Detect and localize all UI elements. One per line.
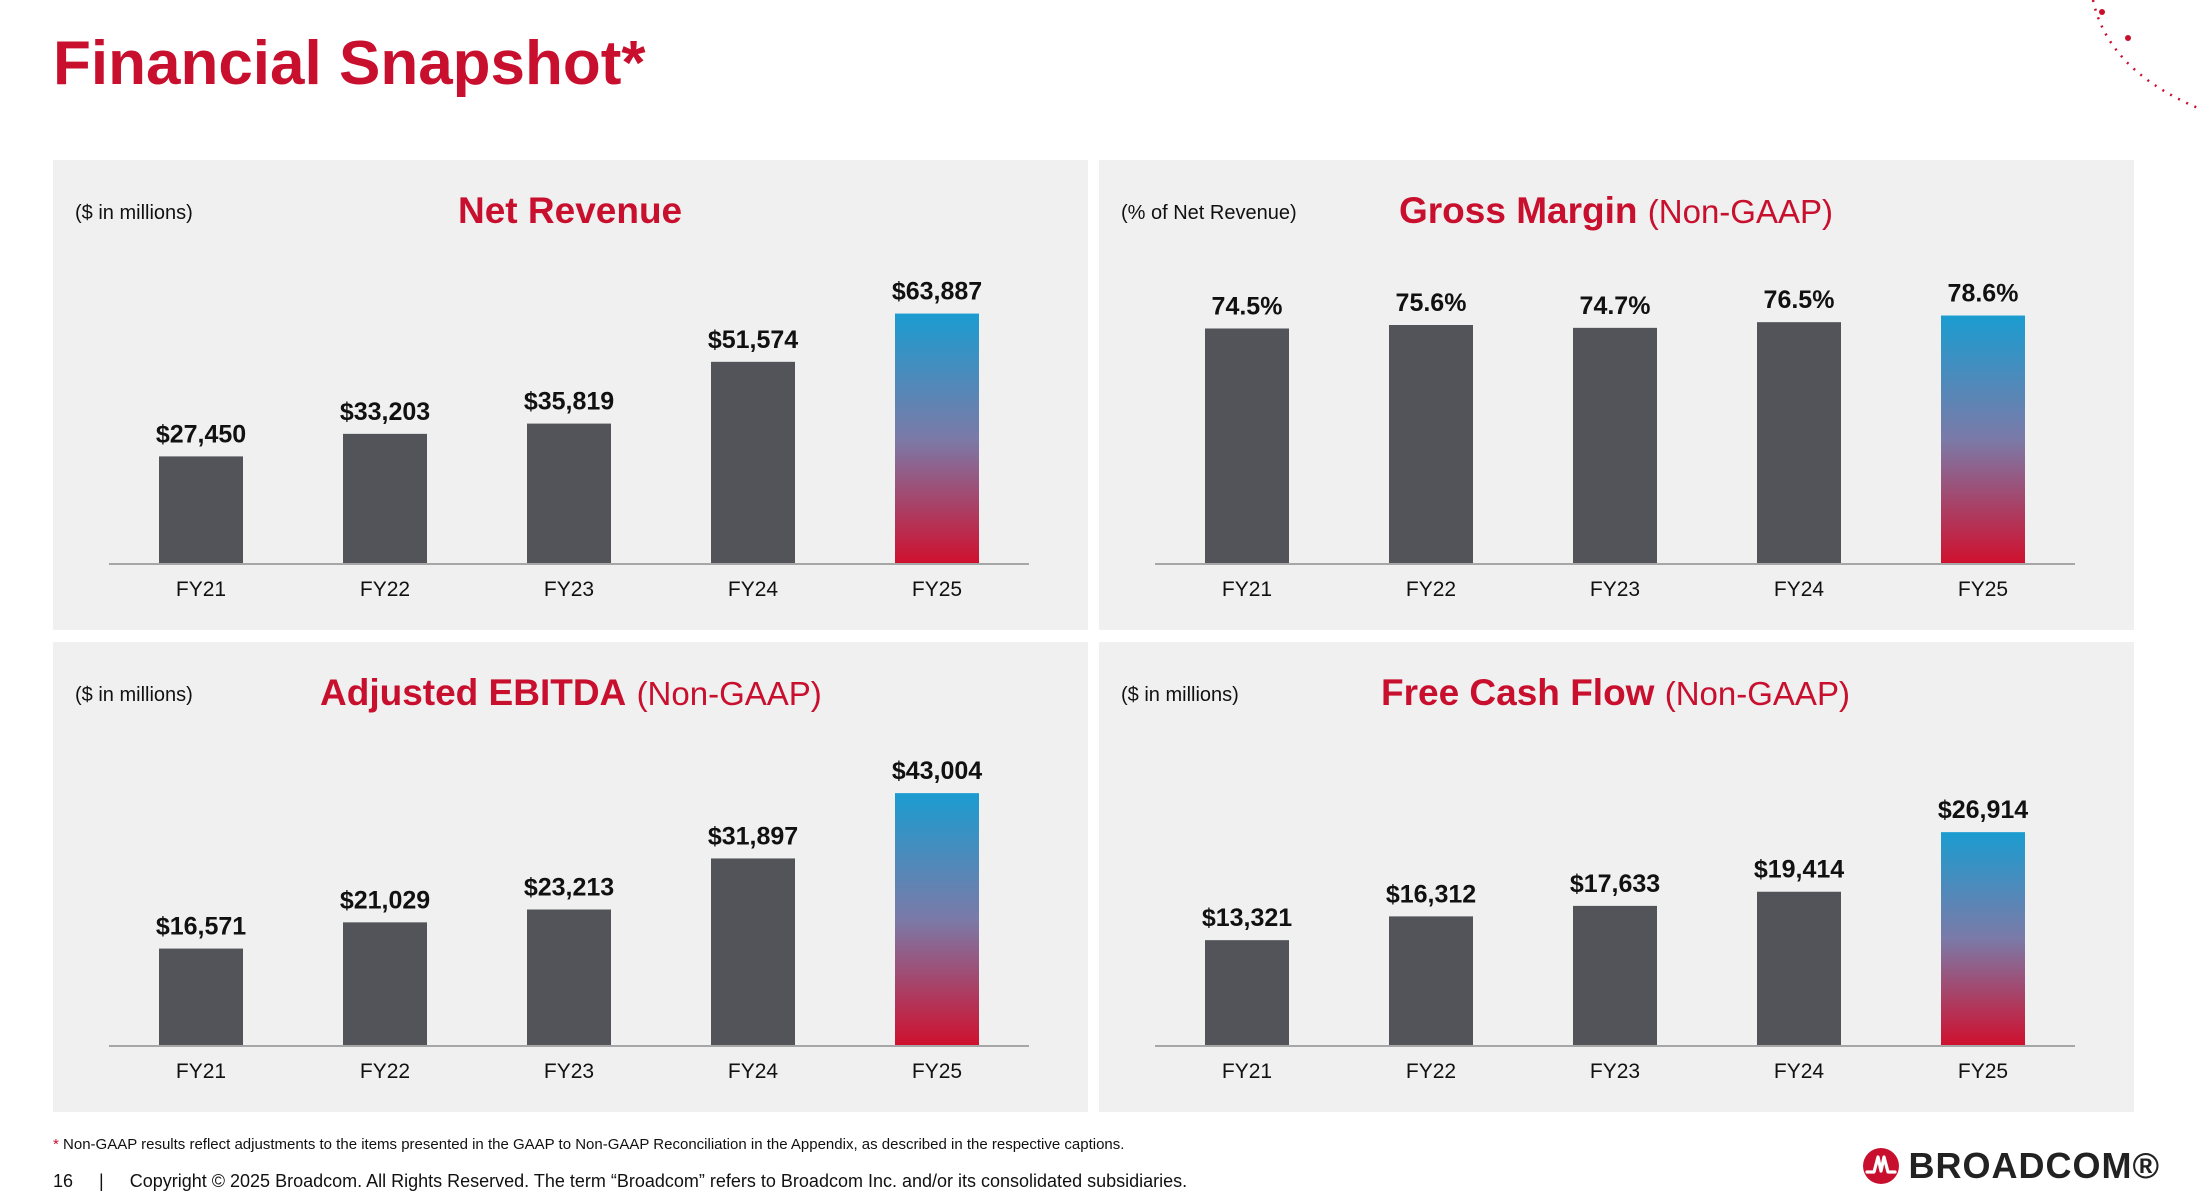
bar-fy24 — [1757, 891, 1841, 1046]
chart-title-main: Gross Margin — [1399, 190, 1638, 231]
bar-fy22 — [343, 922, 427, 1046]
bar-fy22 — [1389, 916, 1473, 1046]
chart-title-main: Free Cash Flow — [1381, 672, 1655, 713]
data-label: $43,004 — [892, 757, 982, 785]
data-label: $16,312 — [1386, 880, 1476, 908]
data-label: $21,029 — [340, 886, 430, 914]
page-number: 16 — [53, 1171, 74, 1191]
bar-fy25 — [1941, 832, 2025, 1046]
x-tick-label: FY22 — [360, 578, 410, 601]
bar-chart: $13,321 FY21 $16,312 FY22 $17,633 FY23 $19,414… — [1155, 796, 2075, 1083]
chart-title-qualifier: (Non-GAAP) — [1647, 193, 1833, 230]
data-label: 74.7% — [1580, 292, 1651, 320]
data-label: $33,203 — [340, 398, 430, 426]
data-label: $27,450 — [156, 420, 246, 448]
footer-separator: | — [99, 1171, 104, 1191]
x-tick-label: FY23 — [544, 1060, 594, 1083]
bar-fy25 — [1941, 315, 2025, 564]
bar-fy21 — [1205, 328, 1289, 564]
x-tick-label: FY25 — [912, 578, 962, 601]
data-label: $51,574 — [708, 326, 798, 354]
data-label: $23,213 — [524, 874, 614, 902]
unit-label: ($ in millions) — [75, 202, 193, 224]
bar-fy24 — [711, 361, 795, 564]
logo-wordmark: BROADCOM® — [1908, 1145, 2160, 1186]
chart-title: Gross Margin (Non-GAAP) — [1399, 190, 1833, 232]
x-tick-label: FY22 — [1406, 1060, 1456, 1083]
page-title: Financial Snapshot* — [53, 29, 646, 98]
bar-fy23 — [1573, 327, 1657, 564]
bar-fy23 — [527, 423, 611, 564]
bar-fy24 — [1757, 322, 1841, 564]
data-label: $17,633 — [1570, 870, 1660, 898]
bar-chart: 74.5% FY21 75.6% FY22 74.7% FY23 76.5% FY24 78.6… — [1155, 280, 2075, 601]
chart-panel-adjusted-ebitda: ($ in millions) Adjusted EBITDA (Non-GAA… — [53, 642, 1088, 1112]
bar-fy21 — [1205, 940, 1289, 1046]
data-label: $26,914 — [1938, 796, 2028, 824]
data-label: $13,321 — [1202, 904, 1292, 932]
x-tick-label: FY21 — [1222, 578, 1272, 601]
data-label: $16,571 — [156, 913, 246, 941]
x-tick-label: FY24 — [1774, 1060, 1825, 1083]
data-label: 76.5% — [1764, 286, 1835, 314]
data-label: $31,897 — [708, 822, 798, 850]
x-tick-label: FY21 — [1222, 1060, 1272, 1083]
x-tick-label: FY22 — [1406, 578, 1456, 601]
x-tick-label: FY23 — [544, 578, 594, 601]
x-tick-label: FY22 — [360, 1060, 410, 1083]
bar-fy23 — [527, 909, 611, 1046]
x-tick-label: FY25 — [1958, 1060, 2008, 1083]
data-label: $19,414 — [1754, 856, 1844, 884]
x-tick-label: FY24 — [728, 1060, 779, 1083]
bar-fy25 — [895, 793, 979, 1046]
x-tick-label: FY24 — [728, 578, 779, 601]
bar-fy23 — [1573, 905, 1657, 1046]
footnote-marker: * — [53, 1136, 59, 1153]
chart-title-qualifier: (Non-GAAP) — [1664, 675, 1850, 712]
footer: 16 | Copyright © 2025 Broadcom. All Rights… — [53, 1171, 1187, 1192]
data-label: $35,819 — [524, 388, 614, 416]
chart-panel-free-cash-flow: ($ in millions) Free Cash Flow (Non-GAAP… — [1099, 642, 2134, 1112]
chart-title: Net Revenue — [458, 190, 682, 232]
chart-title: Free Cash Flow (Non-GAAP) — [1381, 672, 1850, 714]
data-label: 75.6% — [1396, 289, 1467, 317]
bar-chart: $16,571 FY21 $21,029 FY22 $23,213 FY23 $31,897… — [109, 757, 1029, 1083]
bar-fy24 — [711, 858, 795, 1046]
x-tick-label: FY21 — [176, 1060, 226, 1083]
bar-fy21 — [159, 948, 243, 1046]
unit-label: (% of Net Revenue) — [1121, 202, 1297, 224]
chart-panel-gross-margin: (% of Net Revenue) Gross Margin (Non-GAA… — [1099, 160, 2134, 630]
decorative-dots-arc — [2091, 0, 2198, 110]
bar-chart: $27,450 FY21 $33,203 FY22 $35,819 FY23 $51,574… — [109, 278, 1029, 601]
chart-title-qualifier: (Non-GAAP) — [636, 675, 822, 712]
bar-fy22 — [1389, 325, 1473, 564]
bar-fy22 — [343, 433, 427, 564]
bar-fy21 — [159, 456, 243, 564]
broadcom-logo: BROADCOM® — [1862, 1145, 2160, 1187]
x-tick-label: FY24 — [1774, 578, 1825, 601]
bar-fy25 — [895, 313, 979, 564]
footnote: * Non-GAAP results reflect adjustments t… — [53, 1136, 1124, 1153]
data-label: 74.5% — [1212, 292, 1283, 320]
unit-label: ($ in millions) — [1121, 684, 1239, 706]
x-tick-label: FY25 — [912, 1060, 962, 1083]
copyright-text: Copyright © 2025 Broadcom. All Rights Re… — [129, 1171, 1188, 1191]
x-tick-label: FY21 — [176, 578, 226, 601]
data-label: $63,887 — [892, 278, 982, 306]
unit-label: ($ in millions) — [75, 684, 193, 706]
x-tick-label: FY25 — [1958, 578, 2008, 601]
broadcom-logo-icon — [1863, 1148, 1900, 1184]
chart-title-main: Net Revenue — [458, 190, 683, 231]
chart-title: Adjusted EBITDA (Non-GAAP) — [320, 672, 822, 714]
x-tick-label: FY23 — [1590, 578, 1640, 601]
footnote-text: Non-GAAP results reflect adjustments to … — [63, 1136, 1125, 1153]
x-tick-label: FY23 — [1590, 1060, 1640, 1083]
chart-panel-net-revenue: ($ in millions) Net Revenue $27,450 FY21 $… — [53, 160, 1088, 630]
chart-title-main: Adjusted EBITDA — [320, 672, 627, 713]
data-label: 78.6% — [1948, 280, 2019, 308]
